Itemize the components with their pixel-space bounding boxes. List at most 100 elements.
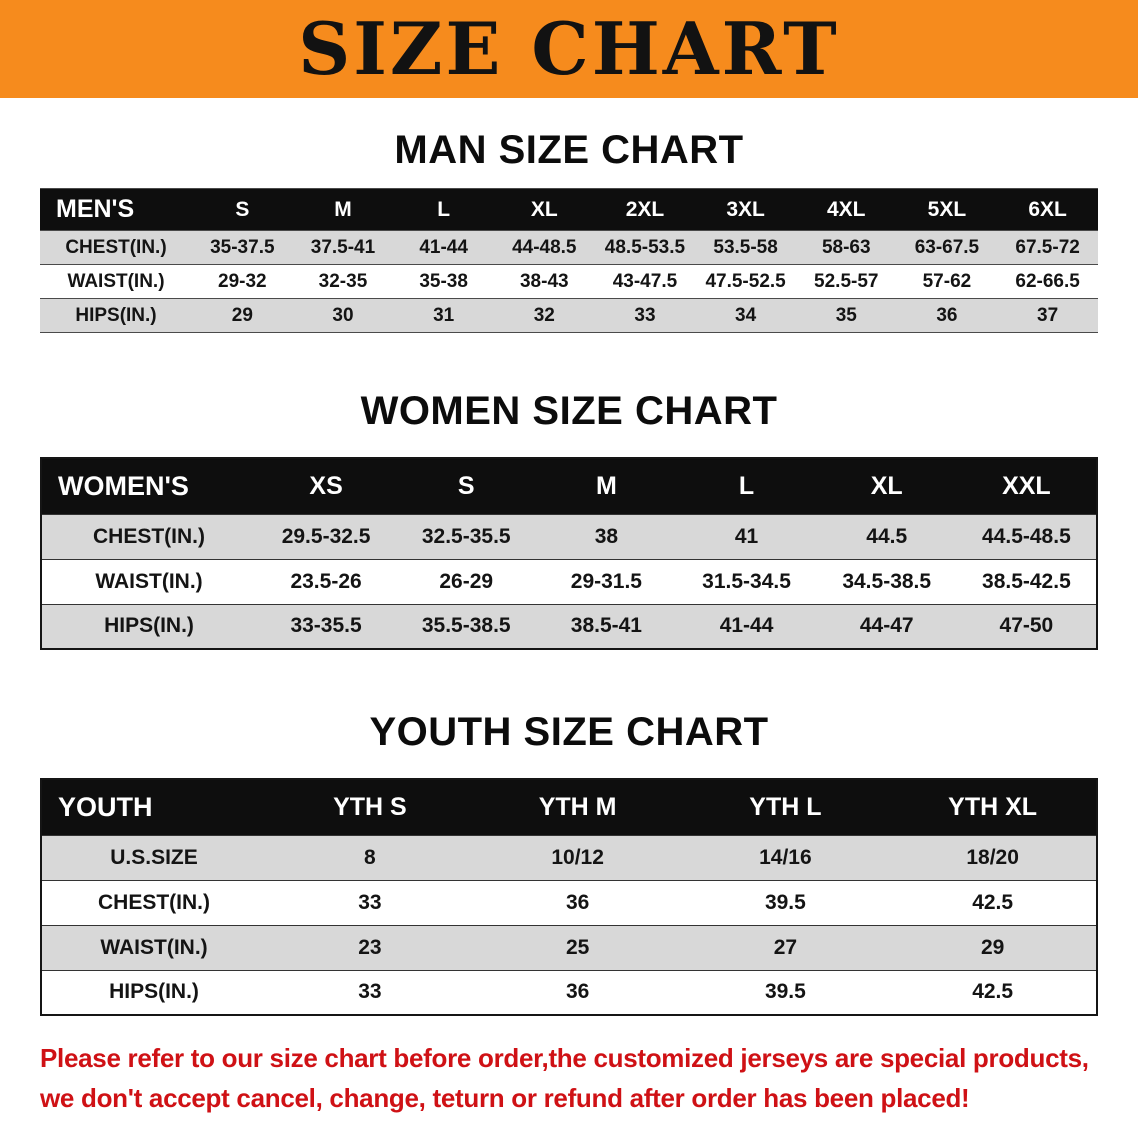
youth-size-table: YOUTH YTH S YTH M YTH L YTH XL U.S.SIZE 8 10/12… <box>40 778 1098 1016</box>
value-cell: 38 <box>536 513 677 559</box>
value-cell: 41 <box>676 513 817 559</box>
size-chart-banner: SIZE CHART <box>0 0 1138 98</box>
size-label-cell: 3XL <box>726 197 765 221</box>
value-cell: 18/20 <box>889 834 1097 880</box>
size-label-cell: M <box>334 197 352 221</box>
footer-note: Please refer to our size chart before or… <box>0 1016 1138 1132</box>
measurement-row: HIPS(IN.) 33 36 39.5 42.5 <box>41 969 1097 1015</box>
row-label-cell: CHEST(IN.) <box>41 879 266 925</box>
value-cell: 36 <box>473 969 682 1015</box>
value-cell: 39.5 <box>681 969 890 1015</box>
table-head: WOMEN'S XS S M L XL XXL <box>41 458 1097 514</box>
size-label-cell: YTH L <box>749 792 822 821</box>
value-cell: 62-66.5 <box>997 264 1098 299</box>
size-label-cell: 2XL <box>625 197 665 221</box>
value-cell: 67.5-72 <box>997 230 1098 265</box>
value-cell: 36 <box>473 879 682 925</box>
measurement-row: U.S.SIZE 8 10/12 14/16 18/20 <box>41 834 1097 880</box>
table-body: U.S.SIZE 8 10/12 14/16 18/20 CHEST(IN.) 33 36 39… <box>41 834 1097 1015</box>
value-cell: 23 <box>266 924 474 970</box>
youth-size-chart-heading: YOUTH SIZE CHART <box>369 710 769 754</box>
size-label-cell: YTH S <box>333 792 407 821</box>
value-cell: 44-47 <box>816 603 957 649</box>
value-cell: 36 <box>896 298 998 333</box>
size-label-cell: XS <box>309 471 343 500</box>
value-cell: 31.5-34.5 <box>676 558 817 604</box>
table-title-cell: MEN'S <box>56 195 135 223</box>
size-label-cell: 6XL <box>1028 197 1067 221</box>
value-cell: 29-32 <box>192 264 293 299</box>
value-cell: 23.5-26 <box>256 558 397 604</box>
row-label-cell: WAIST(IN.) <box>41 924 266 970</box>
size-label-cell: YTH XL <box>948 792 1038 821</box>
row-label-cell: CHEST(IN.) <box>40 230 192 265</box>
measurement-row: WAIST(IN.) 29-32 32-35 35-38 38-43 43-47.5 47.… <box>40 264 1098 299</box>
measurement-row: CHEST(IN.) 29.5-32.5 32.5-35.5 38 41 44.5 44.5… <box>41 513 1097 559</box>
value-cell: 25 <box>473 924 682 970</box>
value-cell: 44.5 <box>816 513 957 559</box>
size-label-cell: S <box>457 471 475 500</box>
value-cell: 27 <box>681 924 890 970</box>
row-label-cell: U.S.SIZE <box>41 834 266 880</box>
value-cell: 63-67.5 <box>896 230 998 265</box>
value-cell: 35-37.5 <box>192 230 293 265</box>
value-cell: 34.5-38.5 <box>816 558 957 604</box>
value-cell: 29 <box>192 298 293 333</box>
size-label-cell: L <box>437 197 451 221</box>
value-cell: 35-38 <box>393 264 494 299</box>
value-cell: 37 <box>997 298 1098 333</box>
value-cell: 14/16 <box>681 834 890 880</box>
row-label-cell: WAIST(IN.) <box>40 264 192 299</box>
value-cell: 44-48.5 <box>493 230 595 265</box>
value-cell: 38.5-41 <box>536 603 677 649</box>
measurement-row: WAIST(IN.) 23.5-26 26-29 29-31.5 31.5-34.5 34… <box>41 558 1097 604</box>
value-cell: 47-50 <box>956 603 1097 649</box>
value-cell: 42.5 <box>889 969 1097 1015</box>
size-header-row: YOUTH YTH S YTH M YTH L YTH XL <box>41 779 1097 835</box>
value-cell: 29 <box>889 924 1097 970</box>
value-cell: 34 <box>695 298 796 333</box>
women-size-chart-heading: WOMEN SIZE CHART <box>360 389 778 433</box>
value-cell: 41-44 <box>676 603 817 649</box>
size-chart-banner-title: SIZE CHART <box>298 6 840 91</box>
size-header-row: WOMEN'S XS S M L XL XXL <box>41 458 1097 514</box>
man-size-chart-heading: MAN SIZE CHART <box>394 128 744 172</box>
row-label-cell: HIPS(IN.) <box>40 298 192 333</box>
row-label-cell: HIPS(IN.) <box>41 969 266 1015</box>
value-cell: 47.5-52.5 <box>695 264 796 299</box>
table-head: MEN'S S M L XL 2XL 3XL 4XL 5XL 6XL <box>40 188 1098 231</box>
size-label-cell: XL <box>870 471 903 500</box>
value-cell: 57-62 <box>896 264 998 299</box>
value-cell: 29-31.5 <box>536 558 677 604</box>
value-cell: 35.5-38.5 <box>396 603 537 649</box>
measurement-row: WAIST(IN.) 23 25 27 29 <box>41 924 1097 970</box>
youth-size-table-wrap: YOUTH YTH S YTH M YTH L YTH XL U.S.SIZE 8 10/12… <box>0 778 1138 1016</box>
size-label-cell: YTH M <box>538 792 617 821</box>
value-cell: 10/12 <box>473 834 682 880</box>
size-label-cell: S <box>235 197 250 221</box>
value-cell: 38.5-42.5 <box>956 558 1097 604</box>
value-cell: 31 <box>393 298 494 333</box>
measurement-row: HIPS(IN.) 29 30 31 32 33 34 35 36 37 <box>40 298 1098 333</box>
man-size-table: MEN'S S M L XL 2XL 3XL 4XL 5XL 6XL CHEST(IN.) 35-37… <box>40 188 1098 333</box>
value-cell: 44.5-48.5 <box>956 513 1097 559</box>
table-body: CHEST(IN.) 35-37.5 37.5-41 41-44 44-48.5 48.5… <box>40 230 1098 333</box>
measurement-row: CHEST(IN.) 35-37.5 37.5-41 41-44 44-48.5 48.5… <box>40 230 1098 265</box>
value-cell: 41-44 <box>393 230 494 265</box>
table-title-cell: YOUTH <box>58 791 153 822</box>
value-cell: 52.5-57 <box>795 264 897 299</box>
size-label-cell: M <box>595 471 617 500</box>
value-cell: 26-29 <box>396 558 537 604</box>
row-label-cell: CHEST(IN.) <box>41 513 256 559</box>
value-cell: 8 <box>266 834 474 880</box>
row-label-cell: WAIST(IN.) <box>41 558 256 604</box>
value-cell: 33 <box>266 879 474 925</box>
women-size-table-wrap: WOMEN'S XS S M L XL XXL CHEST(IN.) 29.5-32.5 32.5… <box>0 457 1138 650</box>
women-size-chart-section: WOMEN SIZE CHART WOMEN'S XS S M L XL XXL CHEST(… <box>0 389 1138 650</box>
row-label-cell: HIPS(IN.) <box>41 603 256 649</box>
footer-note-line2: we don't accept cancel, change, teturn o… <box>40 1082 970 1113</box>
value-cell: 33 <box>266 969 474 1015</box>
value-cell: 58-63 <box>795 230 897 265</box>
value-cell: 32-35 <box>292 264 394 299</box>
man-size-table-wrap: MEN'S S M L XL 2XL 3XL 4XL 5XL 6XL CHEST(IN.) 35-37… <box>0 188 1138 333</box>
